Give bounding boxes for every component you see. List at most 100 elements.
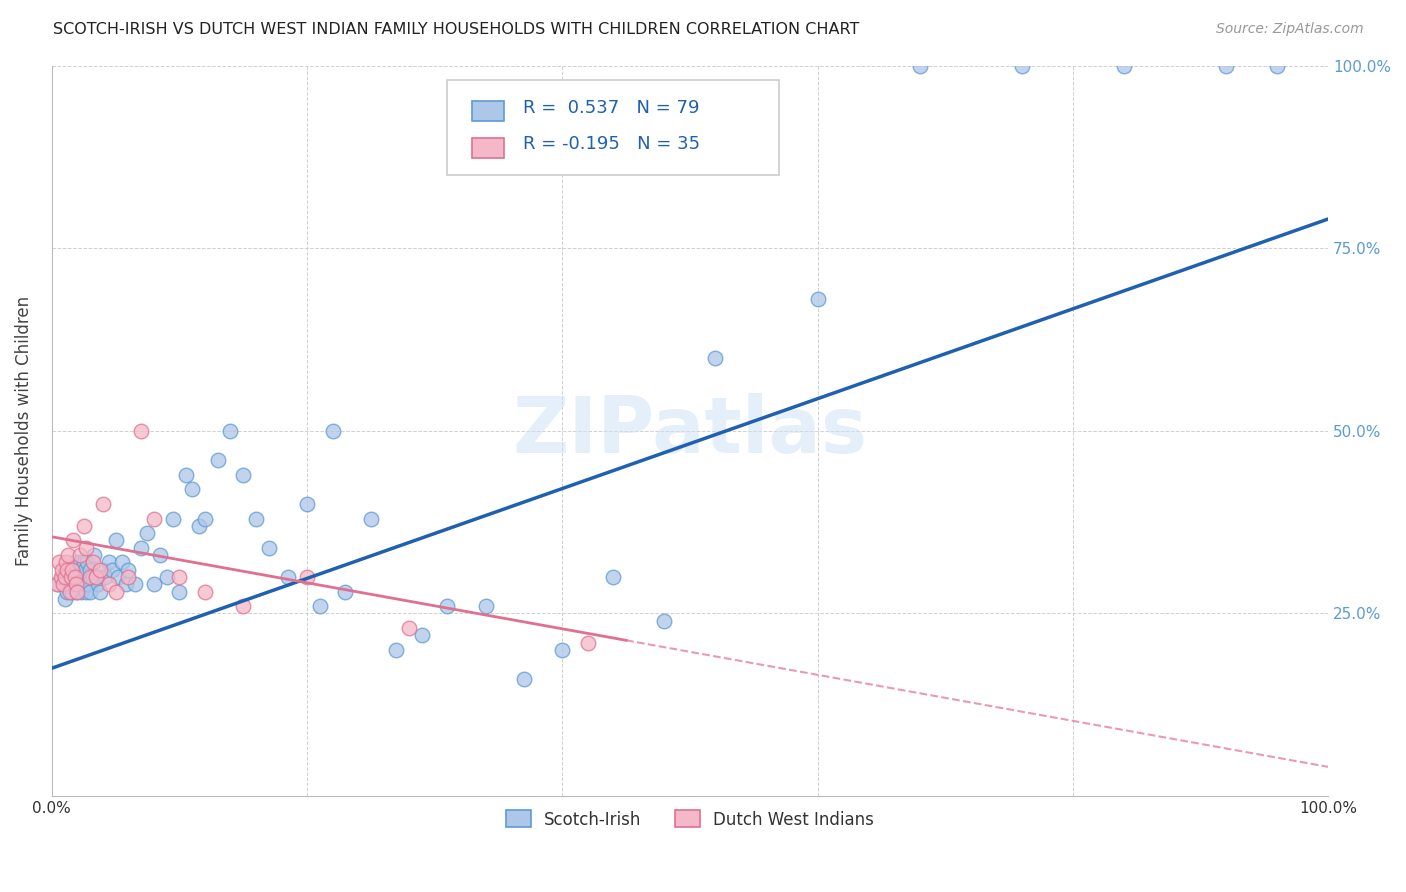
- Text: R =  0.537   N = 79: R = 0.537 N = 79: [523, 99, 699, 117]
- Point: [322, 424, 344, 438]
- Point: [70, 584, 93, 599]
- Point: [360, 511, 382, 525]
- Point: [117, 563, 139, 577]
- Point: [73, 563, 96, 577]
- Point: [704, 351, 727, 365]
- Point: [295, 497, 318, 511]
- Point: [66, 577, 89, 591]
- Point: [51, 570, 73, 584]
- Point: [602, 570, 624, 584]
- Point: [49, 570, 72, 584]
- Point: [86, 570, 108, 584]
- Point: [295, 570, 318, 584]
- Point: [63, 570, 86, 584]
- Point: [82, 570, 104, 584]
- Point: [79, 563, 101, 577]
- Point: [117, 570, 139, 584]
- Point: [149, 548, 172, 562]
- Point: [136, 526, 159, 541]
- Point: [187, 518, 209, 533]
- Point: [56, 584, 79, 599]
- Point: [91, 563, 114, 577]
- Point: [107, 570, 129, 584]
- FancyBboxPatch shape: [447, 80, 779, 175]
- Point: [194, 511, 217, 525]
- Point: [48, 555, 70, 569]
- Point: [83, 548, 105, 562]
- Text: R = -0.195   N = 35: R = -0.195 N = 35: [523, 136, 700, 153]
- Point: [98, 577, 121, 591]
- Point: [86, 570, 108, 584]
- Point: [72, 570, 94, 584]
- Point: [59, 563, 82, 577]
- Point: [63, 555, 86, 569]
- Text: Source: ZipAtlas.com: Source: ZipAtlas.com: [1216, 22, 1364, 37]
- Point: [65, 584, 87, 599]
- Point: [65, 577, 87, 591]
- Point: [257, 541, 280, 555]
- Point: [654, 614, 676, 628]
- Point: [59, 570, 82, 584]
- Point: [474, 599, 496, 614]
- Point: [169, 570, 191, 584]
- Point: [75, 584, 97, 599]
- Point: [69, 548, 91, 562]
- Point: [908, 59, 931, 73]
- Point: [73, 577, 96, 591]
- Point: [1011, 59, 1033, 73]
- Point: [513, 672, 536, 686]
- Point: [73, 518, 96, 533]
- Point: [308, 599, 330, 614]
- Point: [1265, 59, 1288, 73]
- Point: [398, 621, 420, 635]
- Text: ZIPatlas: ZIPatlas: [512, 392, 868, 469]
- Point: [67, 570, 90, 584]
- Point: [104, 584, 127, 599]
- Point: [66, 584, 89, 599]
- Point: [806, 293, 828, 307]
- Point: [60, 584, 83, 599]
- Point: [385, 643, 408, 657]
- FancyBboxPatch shape: [471, 101, 503, 121]
- Point: [59, 577, 82, 591]
- FancyBboxPatch shape: [471, 137, 503, 158]
- Point: [576, 636, 599, 650]
- Point: [100, 563, 122, 577]
- Point: [62, 533, 84, 548]
- Point: [62, 570, 84, 584]
- Point: [129, 541, 152, 555]
- Point: [94, 570, 117, 584]
- Point: [335, 584, 357, 599]
- Point: [219, 424, 242, 438]
- Point: [129, 424, 152, 438]
- Point: [114, 577, 136, 591]
- Point: [277, 570, 299, 584]
- Point: [124, 577, 146, 591]
- Point: [76, 577, 98, 591]
- Point: [169, 584, 191, 599]
- Point: [181, 483, 204, 497]
- Point: [69, 555, 91, 569]
- Point: [53, 591, 76, 606]
- Point: [142, 577, 165, 591]
- Point: [76, 555, 98, 569]
- Point: [194, 584, 217, 599]
- Point: [1112, 59, 1135, 73]
- Y-axis label: Family Households with Children: Family Households with Children: [15, 296, 32, 566]
- Point: [89, 584, 111, 599]
- Point: [104, 533, 127, 548]
- Point: [63, 577, 86, 591]
- Point: [245, 511, 267, 525]
- Point: [73, 555, 96, 569]
- Point: [59, 584, 82, 599]
- Point: [59, 570, 82, 584]
- Point: [45, 577, 67, 591]
- Point: [142, 511, 165, 525]
- Legend: Scotch-Irish, Dutch West Indians: Scotch-Irish, Dutch West Indians: [499, 804, 880, 835]
- Point: [89, 563, 111, 577]
- Point: [156, 570, 179, 584]
- Point: [174, 467, 197, 482]
- Point: [51, 563, 73, 577]
- Point: [98, 555, 121, 569]
- Point: [79, 570, 101, 584]
